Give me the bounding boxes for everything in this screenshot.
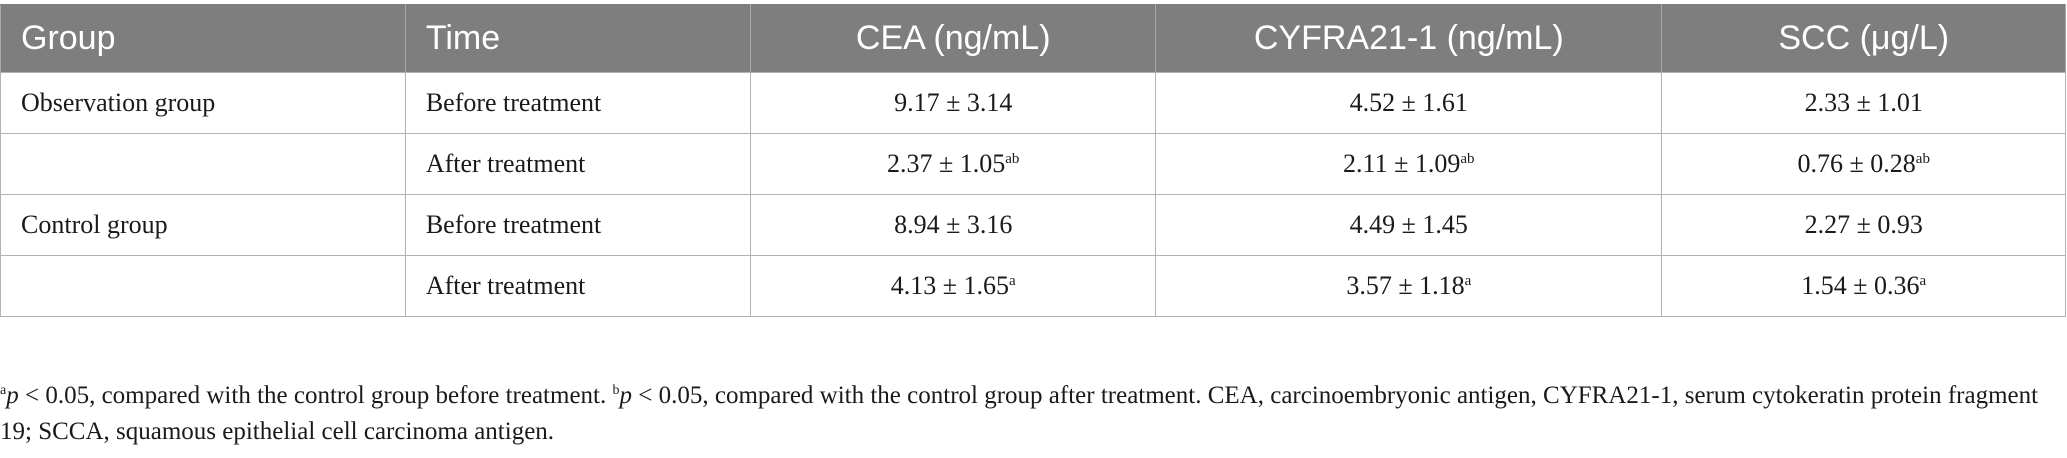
cea-value: 2.37 ± 1.05 [886,149,1006,178]
header-cea: CEA (ng/mL) [750,4,1157,73]
scc-value: 1.54 ± 0.36 [1801,271,1920,300]
cell-time: After treatment [404,133,752,195]
cell-scc: 2.27 ± 0.93 [1661,194,2066,256]
cell-group [0,255,406,317]
cell-group [0,133,406,195]
header-group: Group [0,4,406,73]
footnote-a-p: p [6,382,19,409]
cea-value: 8.94 ± 3.16 [894,210,1013,239]
table-row: Observation group Before treatment 9.17 … [0,72,2066,134]
footnote-a-text: < 0.05, compared with the control group … [18,382,613,409]
cyfra-value: 4.49 ± 1.45 [1349,210,1468,239]
cell-cea: 4.13 ± 1.65a [750,255,1157,317]
table-row: Control group Before treatment 8.94 ± 3.… [0,194,2066,256]
cell-group: Control group [0,194,406,256]
cell-time: Before treatment [404,194,752,256]
cell-cea: 9.17 ± 3.14 [750,72,1157,134]
cea-value: 4.13 ± 1.65 [890,271,1009,300]
cyfra-sup: a [1464,273,1472,289]
cell-cea: 2.37 ± 1.05ab [750,133,1157,195]
cell-scc: 1.54 ± 0.36a [1661,255,2066,317]
footnote-b-mark: b [612,383,620,398]
cea-sup: ab [1005,151,1020,167]
cell-scc: 2.33 ± 1.01 [1661,72,2066,134]
table-header-row: Group Time CEA (ng/mL) CYFRA21-1 (ng/mL)… [0,4,2066,73]
cea-sup: a [1009,273,1016,289]
footnote-a-mark: a [0,383,7,398]
cell-cyfra: 4.52 ± 1.61 [1155,72,1663,134]
footnote-b-text: < 0.05, compared with the control group … [0,382,2039,445]
footnote-b-p: p [619,382,633,409]
scc-value: 0.76 ± 0.28 [1797,149,1916,178]
cyfra-sup: ab [1460,151,1475,167]
header-time: Time [404,4,752,73]
scc-value: 2.33 ± 1.01 [1804,88,1923,117]
table-footnote: ap < 0.05, compared with the control gro… [0,378,2060,450]
header-cyfra: CYFRA21-1 (ng/mL) [1155,4,1663,73]
scc-value: 2.27 ± 0.93 [1804,210,1923,239]
cell-cyfra: 3.57 ± 1.18a [1155,255,1663,317]
results-table: Group Time CEA (ng/mL) CYFRA21-1 (ng/mL)… [0,4,2066,317]
cell-time: Before treatment [404,72,752,134]
cyfra-value: 4.52 ± 1.61 [1349,88,1468,117]
cyfra-value: 3.57 ± 1.18 [1346,271,1465,300]
cell-time: After treatment [404,255,752,317]
cell-cyfra: 2.11 ± 1.09ab [1155,133,1663,195]
table-row: After treatment 2.37 ± 1.05ab 2.11 ± 1.0… [0,133,2066,195]
cell-scc: 0.76 ± 0.28ab [1661,133,2066,195]
cea-value: 9.17 ± 3.14 [894,88,1013,117]
table-row: After treatment 4.13 ± 1.65a 3.57 ± 1.18… [0,255,2066,317]
scc-sup: a [1919,273,1927,289]
cell-cea: 8.94 ± 3.16 [750,194,1157,256]
cyfra-value: 2.11 ± 1.09 [1343,149,1461,178]
header-scc: SCC (μg/L) [1661,4,2066,73]
scc-sup: ab [1915,151,1930,167]
cell-group: Observation group [0,72,406,134]
cell-cyfra: 4.49 ± 1.45 [1155,194,1663,256]
